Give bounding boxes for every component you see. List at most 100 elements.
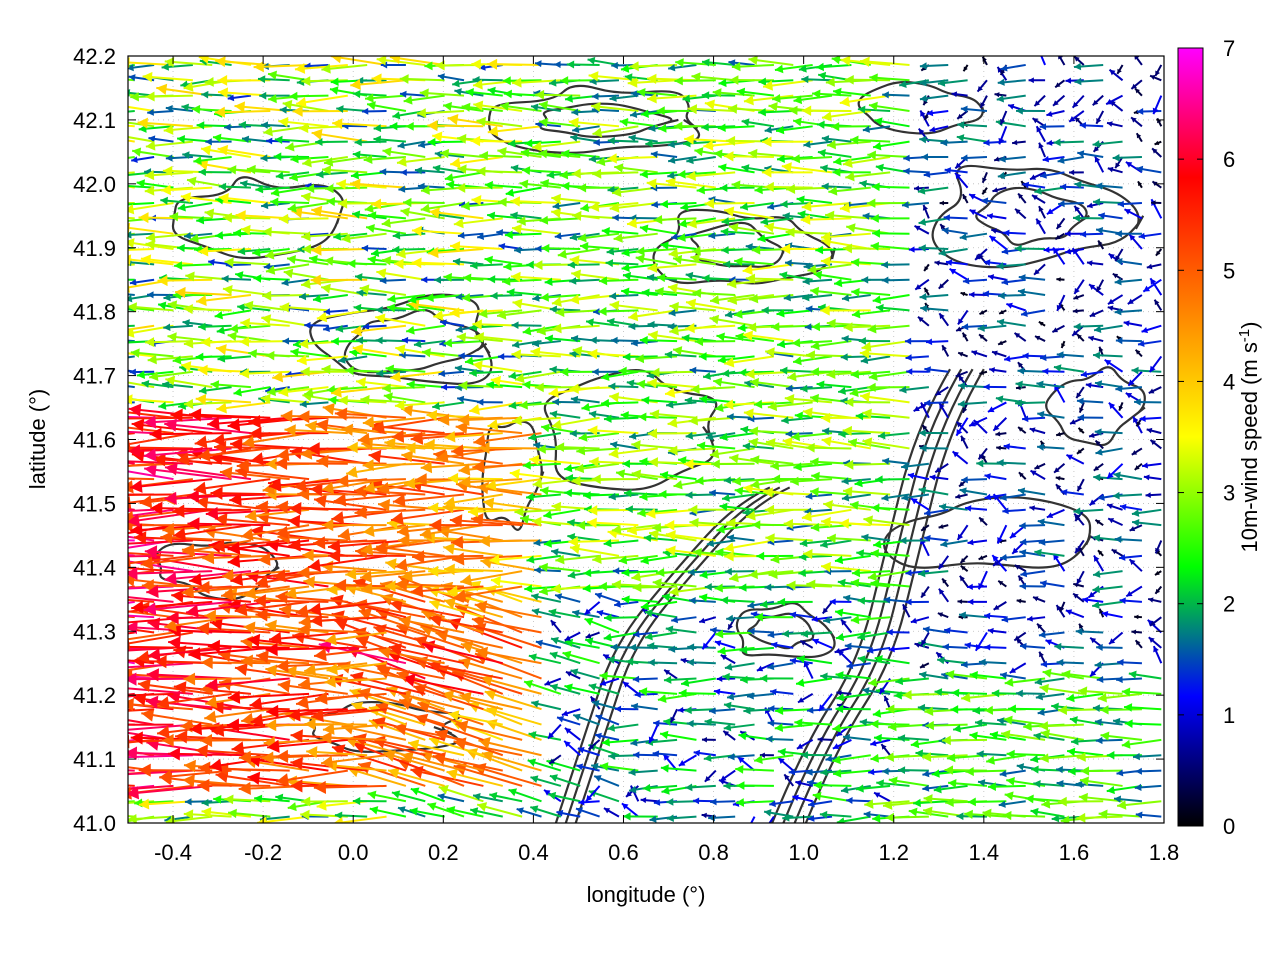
y-tick-labels: 41.0 41.1 41.2 41.3 41.4 41.5 41.6 41.7 41.8 41.9… <box>73 44 116 836</box>
wind-vector <box>592 168 639 179</box>
wind-vector <box>1033 732 1065 741</box>
y-axis-label: latitude (°) <box>25 389 50 490</box>
wind-vector <box>375 336 406 345</box>
wind-vector <box>720 596 755 605</box>
wind-vector <box>873 791 891 803</box>
wind-vector <box>539 215 581 225</box>
wind-vector <box>266 704 348 719</box>
wind-vector <box>1003 229 1026 237</box>
y-tick-label: 41.9 <box>73 236 116 261</box>
wind-vector <box>128 553 135 557</box>
wind-vector <box>1114 278 1143 286</box>
wind-vector <box>447 114 503 128</box>
wind-vector <box>587 739 601 751</box>
wind-vector <box>723 723 755 732</box>
wind-vector <box>588 789 620 803</box>
wind-vector <box>981 56 988 66</box>
wind-vector <box>196 622 271 636</box>
wind-vector <box>1017 367 1046 375</box>
wind-vector <box>128 614 155 619</box>
wind-vector <box>978 554 988 561</box>
wind-vector <box>832 754 871 765</box>
wind-vector <box>1076 570 1085 585</box>
wind-vector <box>265 642 348 657</box>
wind-vector <box>1116 676 1142 684</box>
wind-vector <box>1072 308 1084 314</box>
wind-vector <box>1129 524 1143 532</box>
wind-vector <box>949 267 969 281</box>
wind-vector <box>943 214 968 222</box>
wind-vector <box>1115 257 1143 266</box>
wind-vector <box>872 294 910 304</box>
wind-vector <box>698 616 717 624</box>
wind-vector <box>1097 692 1143 703</box>
wind-vector <box>663 669 678 680</box>
wind-vector <box>919 293 949 301</box>
wind-vector <box>984 612 1007 620</box>
wind-vector <box>757 232 794 243</box>
wind-vector <box>938 588 950 603</box>
wind-vector <box>1080 766 1123 776</box>
wind-vector <box>937 612 949 619</box>
wind-vector <box>145 140 193 151</box>
wind-vector <box>955 370 968 378</box>
wind-vector <box>570 668 600 680</box>
wind-vector <box>1092 140 1123 148</box>
wind-vector <box>768 816 775 823</box>
wind-vector <box>1134 783 1162 791</box>
wind-vector <box>1042 668 1084 680</box>
wind-vector <box>1117 658 1142 666</box>
y-tick-label: 42.0 <box>73 172 116 197</box>
wind-vector <box>1121 738 1162 749</box>
wind-vector <box>609 292 639 300</box>
wind-vector <box>476 398 503 406</box>
wind-vector <box>723 206 775 220</box>
wind-vector <box>304 718 368 731</box>
wind-vector <box>1038 651 1046 664</box>
wind-vector <box>1017 426 1027 434</box>
wind-vector <box>296 94 348 108</box>
wind-vector <box>1052 94 1066 107</box>
wind-vector <box>227 690 310 704</box>
wind-vector <box>593 775 620 787</box>
wind-vector <box>652 750 678 758</box>
wind-vector <box>366 101 407 112</box>
wind-vector <box>200 733 271 748</box>
wind-vector <box>888 645 910 653</box>
wind-vector <box>256 815 310 823</box>
wind-vector <box>919 671 949 680</box>
wind-vector <box>279 603 348 619</box>
wind-vector <box>349 178 406 190</box>
wind-vector <box>938 248 968 257</box>
wind-vector <box>128 723 193 731</box>
wind-vector <box>888 776 930 787</box>
wind-vector <box>420 750 484 772</box>
wind-vector <box>267 738 348 753</box>
wind-vector <box>549 683 581 695</box>
wind-vector <box>435 629 503 649</box>
x-tick-label: 1.6 <box>1059 840 1090 865</box>
wind-vector <box>1101 611 1123 619</box>
wind-vector <box>1073 56 1085 66</box>
wind-vector <box>693 749 716 757</box>
wind-vector <box>1006 749 1046 759</box>
wind-vector <box>239 336 290 347</box>
wind-vector <box>128 477 135 481</box>
wind-vector <box>565 670 581 680</box>
wind-vector <box>1066 692 1104 703</box>
wind-vector <box>783 773 795 787</box>
wind-vector <box>987 627 1007 634</box>
wind-vector <box>1038 631 1065 639</box>
wind-vector <box>823 499 871 511</box>
wind-vector <box>876 779 910 788</box>
wind-vector <box>703 754 736 762</box>
wind-vector <box>572 210 620 221</box>
wind-vector <box>128 278 135 281</box>
wind-vector <box>128 719 155 726</box>
wind-vector <box>334 811 368 820</box>
wind-vector <box>516 807 542 818</box>
wind-vector <box>227 331 271 343</box>
wind-vector <box>1030 469 1046 480</box>
wind-vector <box>769 800 794 808</box>
wind-vector <box>736 781 774 790</box>
